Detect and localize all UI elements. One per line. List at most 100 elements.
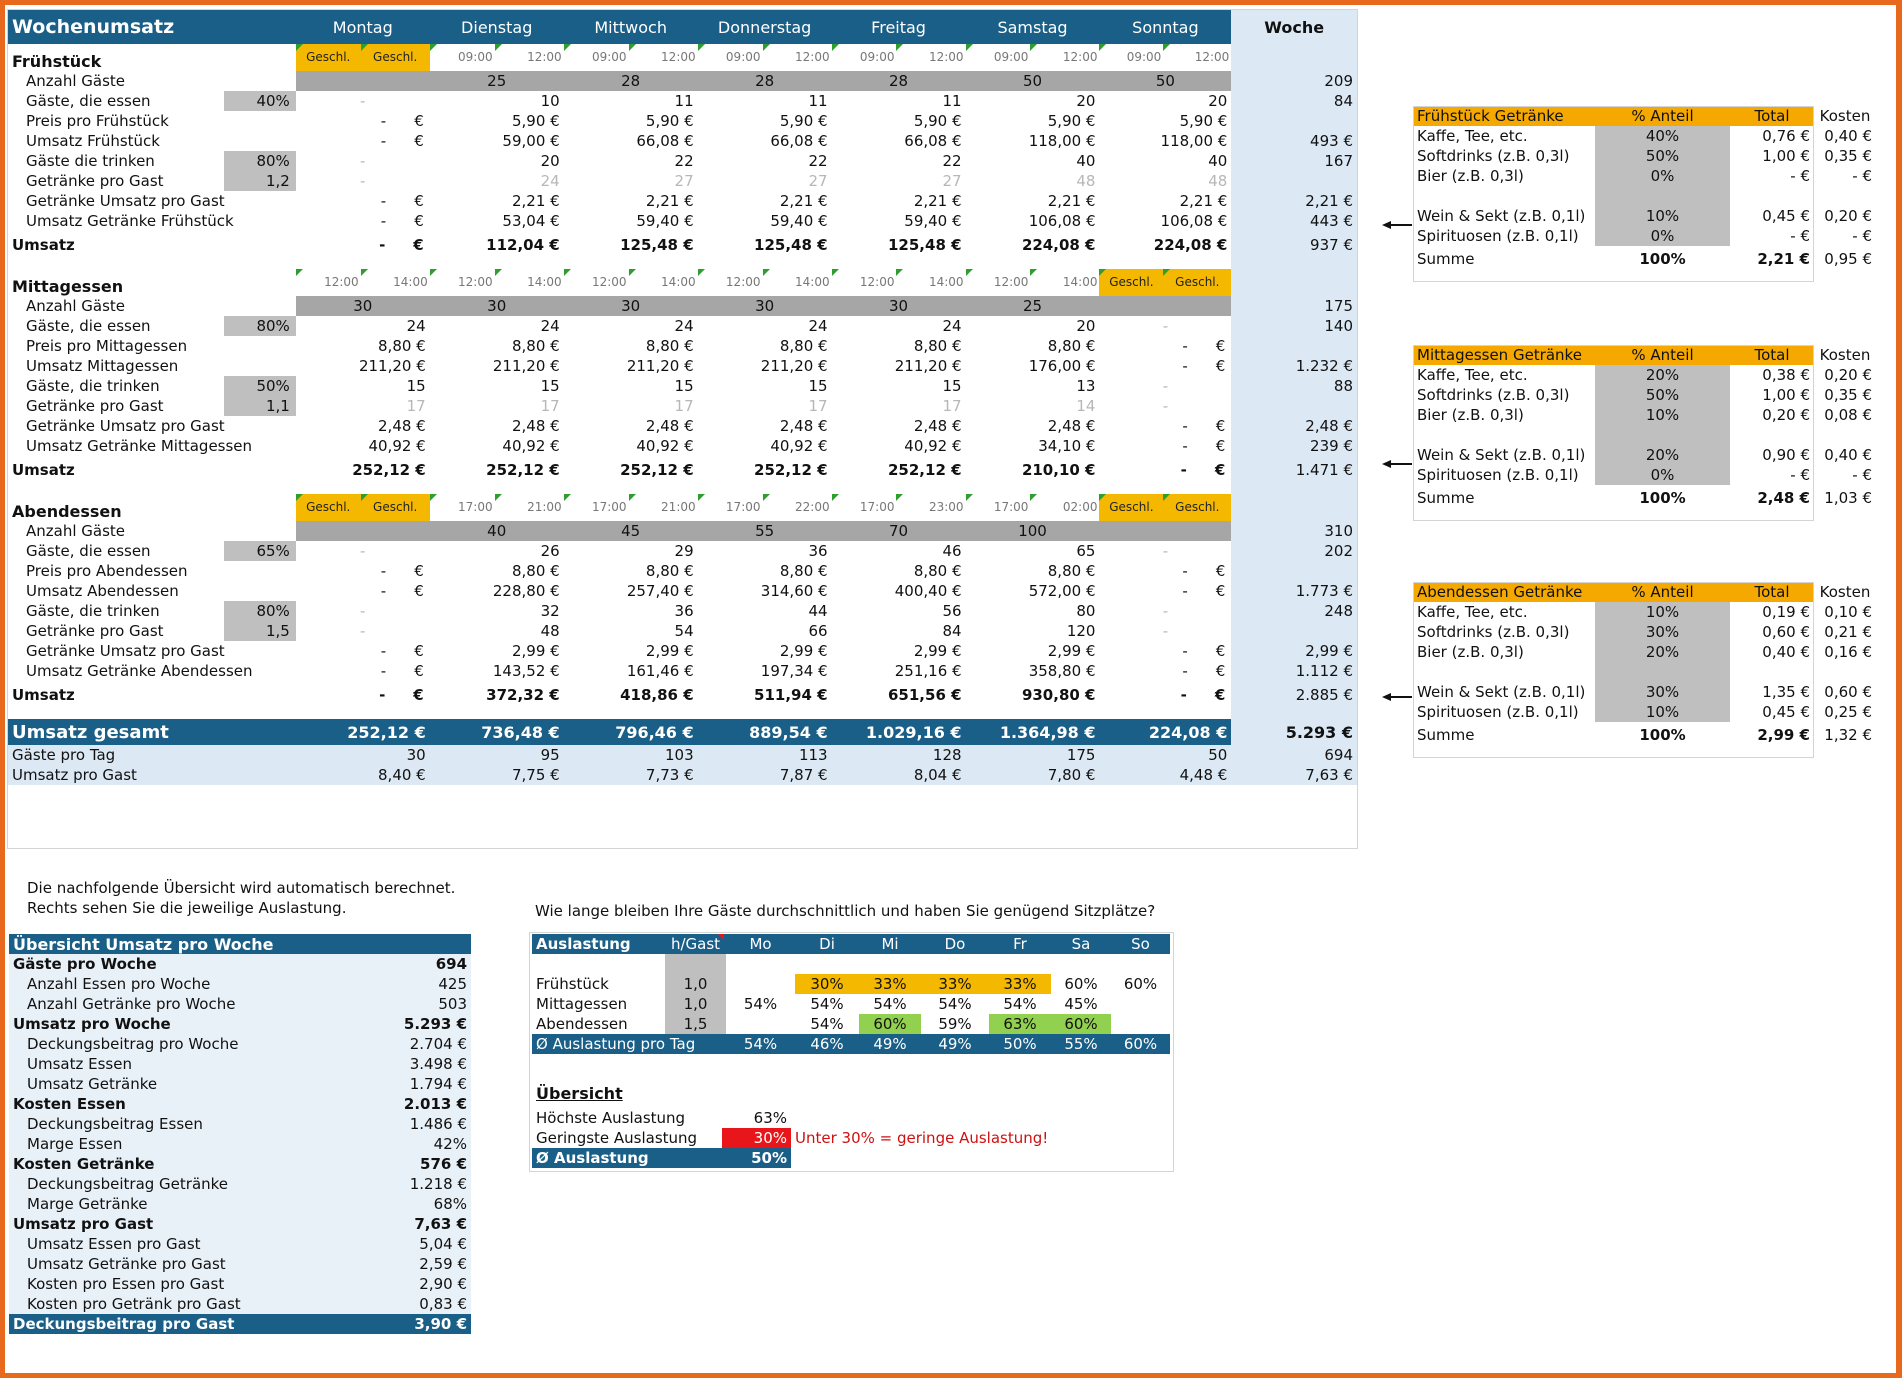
percent-input[interactable]: 1,2	[223, 171, 296, 191]
time-cell[interactable]: 09:00	[697, 44, 763, 71]
time-cell[interactable]: Geschl.	[1163, 269, 1232, 296]
time-cell[interactable]: 02:00	[1030, 494, 1099, 521]
hours-input[interactable]: 1,0	[665, 974, 726, 994]
time-cell[interactable]: Geschl.	[295, 494, 361, 521]
time-cell[interactable]: Geschl.	[1099, 269, 1164, 296]
min-value[interactable]: 30%	[722, 1128, 791, 1148]
share-input[interactable]: 50%	[1595, 146, 1730, 166]
time-cell[interactable]: 14:00	[360, 269, 430, 296]
guest-input[interactable]	[295, 71, 430, 91]
time-cell[interactable]: Geschl.	[1099, 494, 1164, 521]
guest-input[interactable]: 28	[563, 71, 698, 91]
guest-input[interactable]: 100	[965, 521, 1100, 541]
share-input[interactable]: 50%	[1595, 385, 1730, 405]
guest-input[interactable]: 28	[831, 71, 966, 91]
avg-value[interactable]: 50%	[722, 1148, 791, 1168]
percent-input[interactable]: 65%	[223, 541, 296, 561]
hours-input[interactable]: 1,5	[665, 1014, 726, 1034]
percent-input[interactable]: 40%	[223, 91, 296, 111]
time-cell[interactable]: 12:00	[965, 269, 1031, 296]
guest-input[interactable]: 25	[965, 296, 1100, 316]
guest-input[interactable]: 70	[831, 521, 966, 541]
row-label: Getränke pro Gast	[26, 621, 164, 640]
time-cell[interactable]: 12:00	[697, 269, 763, 296]
hours-input[interactable]: 1,0	[665, 994, 726, 1014]
time-cell[interactable]: Geschl.	[360, 44, 430, 71]
guest-input[interactable]: 30	[295, 296, 430, 316]
time-cell[interactable]: 12:00	[563, 269, 629, 296]
percent-input[interactable]: 80%	[223, 601, 296, 621]
arrow-icon	[1382, 692, 1412, 702]
guest-input[interactable]: 28	[697, 71, 832, 91]
time-cell[interactable]: 09:00	[1099, 44, 1163, 71]
time-cell[interactable]: 12:00	[494, 44, 564, 71]
time-cell[interactable]: 23:00	[896, 494, 965, 521]
time-cell[interactable]: 12:00	[896, 44, 965, 71]
share-input[interactable]: 30%	[1595, 622, 1730, 642]
share-input[interactable]: 20%	[1595, 445, 1730, 465]
time-cell[interactable]: 22:00	[762, 494, 832, 521]
time-cell[interactable]: 14:00	[1030, 269, 1099, 296]
summary-row-max: Höchste Auslastung 63%	[532, 1108, 1132, 1128]
guest-input[interactable]: 50	[1099, 71, 1232, 91]
time-cell[interactable]: Geschl.	[1163, 494, 1232, 521]
time-cell[interactable]: 17:00	[697, 494, 763, 521]
time-cell[interactable]: 14:00	[762, 269, 832, 296]
time-cell[interactable]: 12:00	[628, 44, 698, 71]
time-cell[interactable]: 09:00	[831, 44, 897, 71]
guest-input[interactable]	[295, 521, 430, 541]
time-cell[interactable]: 17:00	[831, 494, 897, 521]
share-input[interactable]: 40%	[1595, 126, 1730, 146]
time-cell[interactable]: 21:00	[494, 494, 564, 521]
time-cell[interactable]: 12:00	[762, 44, 832, 71]
guest-input[interactable]: 40	[429, 521, 564, 541]
share-input[interactable]: 20%	[1595, 365, 1730, 385]
share-input[interactable]: 0%	[1595, 166, 1730, 186]
share-input[interactable]: 20%	[1595, 642, 1730, 662]
time-cell[interactable]: 17:00	[965, 494, 1031, 521]
time-cell[interactable]: 12:00	[429, 269, 495, 296]
share-input[interactable]: 10%	[1595, 206, 1730, 226]
time-cell[interactable]: 14:00	[628, 269, 698, 296]
time-cell[interactable]: Geschl.	[295, 44, 361, 71]
percent-input[interactable]: 80%	[223, 316, 296, 336]
guest-input[interactable]: 25	[429, 71, 564, 91]
spacer	[1814, 662, 1876, 682]
percent-input[interactable]: 1,5	[223, 621, 296, 641]
percent-input[interactable]: 1,1	[223, 396, 296, 416]
guest-input[interactable]: 30	[429, 296, 564, 316]
time-cell[interactable]: 12:00	[1030, 44, 1099, 71]
time-cell[interactable]: 14:00	[494, 269, 564, 296]
guest-input[interactable]: 30	[563, 296, 698, 316]
time-cell[interactable]: Geschl.	[360, 494, 430, 521]
time-cell[interactable]: 09:00	[965, 44, 1031, 71]
share-input[interactable]: 10%	[1595, 405, 1730, 425]
time-cell[interactable]: 09:00	[563, 44, 629, 71]
time-cell[interactable]: 12:00	[1163, 44, 1231, 71]
time-cell[interactable]: 21:00	[628, 494, 698, 521]
time-cell[interactable]: 09:00	[429, 44, 495, 71]
time-cell[interactable]: 12:00	[295, 269, 361, 296]
share-input[interactable]: 30%	[1595, 682, 1730, 702]
guest-input[interactable]: 45	[563, 521, 698, 541]
percent-input[interactable]: 80%	[223, 151, 296, 171]
time-cell[interactable]: 17:00	[429, 494, 495, 521]
share-input[interactable]: 10%	[1595, 602, 1730, 622]
time-cell[interactable]: 12:00	[831, 269, 897, 296]
guest-input[interactable]: 30	[697, 296, 832, 316]
guest-input[interactable]: 55	[697, 521, 832, 541]
guest-input[interactable]	[1099, 521, 1232, 541]
value-cell: 118,00 €	[1028, 131, 1096, 150]
max-value[interactable]: 63%	[753, 1108, 787, 1127]
time-cell[interactable]: 14:00	[896, 269, 965, 296]
guest-input[interactable]	[1099, 296, 1232, 316]
share-input[interactable]: 10%	[1595, 702, 1730, 722]
time-cell[interactable]: 17:00	[563, 494, 629, 521]
share-input[interactable]: 0%	[1595, 465, 1730, 485]
guest-input[interactable]: 50	[965, 71, 1100, 91]
value-cell: 32	[540, 601, 560, 620]
share-input[interactable]: 0%	[1595, 226, 1730, 246]
guest-input[interactable]: 30	[831, 296, 966, 316]
value-cell: 8,40 €	[295, 765, 430, 785]
percent-input[interactable]: 50%	[223, 376, 296, 396]
